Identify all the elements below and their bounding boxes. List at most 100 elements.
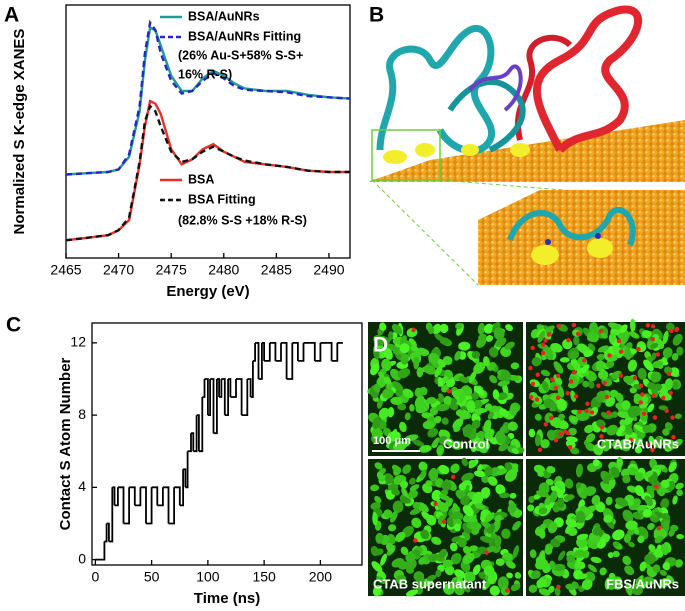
live-cell xyxy=(391,488,400,496)
live-cell xyxy=(599,567,607,576)
live-cell xyxy=(629,318,636,332)
x-tick-label: 50 xyxy=(144,569,160,585)
step-segment xyxy=(241,379,249,416)
live-cell xyxy=(506,572,513,579)
live-cell xyxy=(590,556,602,564)
x-tick-label: 2485 xyxy=(261,262,292,278)
micrograph-label: FBS/AuNRs xyxy=(606,576,679,591)
live-cell xyxy=(592,526,602,536)
live-cell xyxy=(413,356,420,370)
live-cell xyxy=(650,371,662,383)
live-cell xyxy=(395,532,406,542)
step-segment xyxy=(95,541,106,561)
live-cell xyxy=(619,424,626,432)
live-cell xyxy=(462,552,475,565)
dead-cell xyxy=(562,429,568,434)
x-tick-label: 0 xyxy=(91,569,99,585)
live-cell xyxy=(536,578,547,588)
live-cell xyxy=(411,517,422,529)
dead-cell xyxy=(596,383,601,388)
live-cell xyxy=(570,390,577,402)
live-cell xyxy=(445,438,455,447)
dead-cell xyxy=(584,408,589,414)
live-cell xyxy=(585,442,596,452)
live-cell xyxy=(441,480,452,491)
dead-cell xyxy=(571,322,577,328)
live-cell xyxy=(389,368,402,381)
annotation: (26% Au-S+58% S-S+ xyxy=(178,48,303,62)
live-cell xyxy=(454,523,461,532)
live-cell xyxy=(627,528,635,536)
step-segment xyxy=(216,378,220,397)
live-cell xyxy=(550,343,563,353)
micrograph-label: Control xyxy=(443,436,489,451)
live-cell xyxy=(458,390,466,404)
live-cell xyxy=(659,569,668,576)
live-cell xyxy=(471,419,481,430)
dead-cell xyxy=(534,397,540,402)
live-cell xyxy=(374,495,382,504)
live-cell xyxy=(471,351,481,359)
zoom-line xyxy=(371,179,479,286)
live-cell xyxy=(548,585,555,593)
live-cell xyxy=(587,331,598,342)
live-cell xyxy=(659,578,669,588)
live-cell xyxy=(373,383,381,393)
live-cell xyxy=(644,495,653,507)
step-segment xyxy=(281,342,288,379)
live-cell xyxy=(387,533,396,545)
live-cell xyxy=(418,461,428,472)
live-cell xyxy=(408,489,418,499)
live-cell xyxy=(422,420,435,430)
live-cell xyxy=(450,463,460,474)
live-cell xyxy=(390,510,398,523)
live-cell xyxy=(373,335,385,346)
live-cell xyxy=(470,521,482,531)
step-segment xyxy=(221,378,226,416)
live-cell xyxy=(537,330,546,343)
step-segment xyxy=(168,487,175,525)
live-cell xyxy=(418,556,427,565)
step-segment xyxy=(114,487,119,507)
live-cell xyxy=(584,486,597,496)
live-cell xyxy=(540,369,551,377)
live-cell xyxy=(627,405,638,419)
live-cell xyxy=(600,481,612,494)
live-cell xyxy=(643,576,655,585)
step-segment xyxy=(162,486,170,524)
live-cell xyxy=(511,447,519,455)
live-cell xyxy=(527,504,535,512)
live-cell xyxy=(497,392,508,401)
live-cell xyxy=(539,487,550,495)
step-segment xyxy=(196,414,200,452)
live-cell xyxy=(615,497,629,507)
live-cell xyxy=(494,535,502,547)
live-cell xyxy=(672,381,679,390)
live-cell xyxy=(400,497,411,504)
live-cell xyxy=(437,501,449,513)
step-segment xyxy=(146,487,153,525)
live-cell xyxy=(417,502,429,513)
live-cell xyxy=(399,421,407,433)
live-cell xyxy=(507,421,518,432)
step-segment xyxy=(236,378,243,416)
live-cell xyxy=(668,461,677,473)
live-cell xyxy=(549,560,556,570)
plot-frame xyxy=(91,322,363,566)
live-cell xyxy=(505,560,516,569)
live-cell xyxy=(485,335,494,342)
live-cell xyxy=(663,519,670,532)
live-cell xyxy=(494,514,503,522)
live-cell xyxy=(462,505,474,517)
live-cell xyxy=(660,498,670,509)
live-cell xyxy=(621,442,631,452)
dead-cell xyxy=(565,391,570,396)
dead-cell xyxy=(618,349,624,354)
live-cell xyxy=(471,392,479,400)
live-cell xyxy=(664,378,673,391)
dead-cell xyxy=(641,411,647,416)
dead-cell xyxy=(540,342,546,347)
live-cell xyxy=(425,480,433,487)
live-cell xyxy=(592,459,600,467)
